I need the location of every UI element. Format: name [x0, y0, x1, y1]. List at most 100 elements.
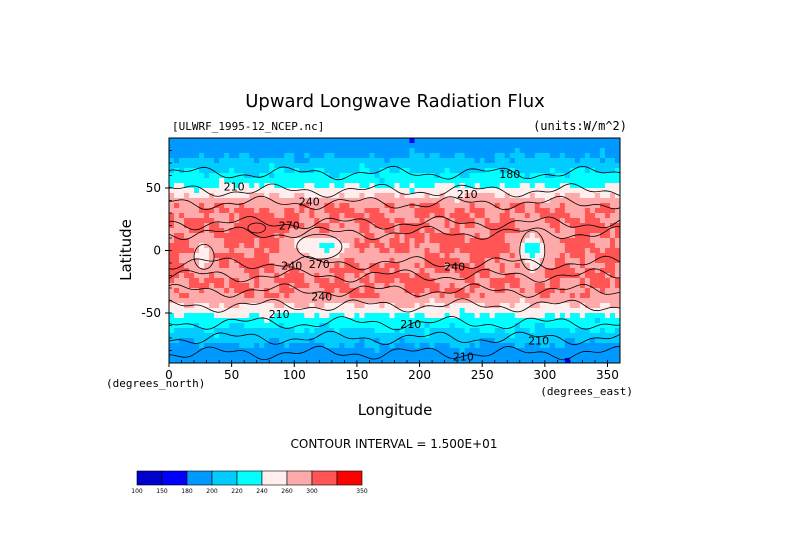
flux-cell — [189, 308, 195, 314]
flux-cell — [314, 223, 320, 229]
flux-cell — [519, 238, 526, 244]
flux-cell — [214, 328, 220, 334]
flux-cell — [374, 243, 380, 249]
flux-cell — [334, 293, 340, 299]
flux-cell — [219, 223, 225, 229]
flux-cell — [229, 283, 235, 289]
flux-cell — [389, 228, 395, 234]
flux-cell — [214, 223, 220, 229]
flux-cell — [509, 213, 516, 219]
flux-cell — [469, 178, 476, 184]
flux-cell — [394, 148, 400, 154]
flux-cell — [369, 148, 375, 154]
flux-cell — [244, 323, 250, 329]
flux-cell — [609, 288, 616, 294]
flux-cell — [544, 213, 551, 219]
flux-cell — [404, 313, 410, 319]
flux-cell — [434, 293, 440, 299]
flux-cell — [459, 243, 466, 249]
flux-cell — [569, 253, 576, 259]
flux-cell — [464, 188, 471, 194]
flux-cell — [544, 328, 551, 334]
flux-cell — [534, 358, 541, 363]
flux-cell — [249, 348, 255, 354]
flux-cell — [489, 313, 496, 319]
flux-cell — [579, 218, 586, 224]
flux-cell — [529, 323, 536, 329]
flux-cell — [534, 233, 541, 239]
flux-cell — [369, 188, 375, 194]
flux-cell — [249, 353, 255, 359]
flux-cell — [199, 353, 205, 359]
flux-cell — [589, 228, 596, 234]
flux-cell — [504, 333, 511, 339]
flux-cell — [179, 238, 185, 244]
flux-cell — [509, 328, 516, 334]
flux-cell — [324, 138, 330, 144]
flux-cell — [549, 203, 556, 209]
flux-cell — [399, 303, 405, 309]
flux-cell — [569, 313, 576, 319]
flux-cell — [219, 318, 225, 324]
flux-cell — [494, 333, 501, 339]
flux-cell — [419, 153, 425, 159]
flux-cell — [334, 163, 340, 169]
flux-cell — [234, 173, 240, 179]
flux-cell — [199, 188, 205, 194]
flux-cell — [184, 328, 190, 334]
flux-cell — [179, 253, 185, 259]
flux-cell — [524, 308, 531, 314]
flux-cell — [289, 273, 295, 279]
flux-cell — [559, 268, 566, 274]
flux-cell — [384, 143, 390, 149]
flux-cell — [364, 238, 370, 244]
y-tick-label: 50 — [146, 181, 161, 195]
flux-cell — [509, 158, 516, 164]
flux-cell — [494, 233, 501, 239]
flux-cell — [449, 278, 456, 284]
flux-cell — [249, 278, 255, 284]
flux-cell — [509, 338, 516, 344]
flux-cell — [459, 228, 466, 234]
flux-cell — [309, 163, 315, 169]
flux-cell — [349, 253, 355, 259]
flux-cell — [284, 178, 290, 184]
flux-cell — [379, 138, 385, 144]
flux-cell — [359, 258, 365, 264]
flux-cell — [239, 328, 245, 334]
flux-cell — [599, 198, 606, 204]
flux-cell — [214, 218, 220, 224]
flux-cell — [574, 323, 581, 329]
flux-cell — [244, 263, 250, 269]
flux-cell — [229, 178, 235, 184]
flux-cell — [204, 283, 210, 289]
flux-cell — [474, 248, 481, 254]
flux-cell — [294, 223, 300, 229]
flux-cell — [219, 353, 225, 359]
flux-cell — [509, 173, 516, 179]
flux-cell — [579, 273, 586, 279]
flux-cell — [559, 358, 566, 363]
flux-cell — [179, 178, 185, 184]
flux-cell — [514, 168, 521, 174]
flux-cell — [329, 183, 335, 189]
flux-cell — [279, 268, 285, 274]
flux-cell — [224, 358, 230, 363]
flux-cell — [239, 208, 245, 214]
flux-cell — [604, 303, 611, 309]
flux-cell — [434, 288, 440, 294]
flux-cell — [574, 178, 581, 184]
flux-cell — [224, 323, 230, 329]
flux-cell — [374, 218, 380, 224]
x-tick-label: 200 — [408, 368, 431, 382]
flux-cell — [459, 268, 466, 274]
flux-cell — [589, 253, 596, 259]
flux-cell — [369, 228, 375, 234]
flux-cell — [229, 323, 235, 329]
flux-cell — [569, 263, 576, 269]
flux-cell — [599, 358, 606, 363]
flux-cell — [284, 228, 290, 234]
flux-cell — [419, 198, 425, 204]
flux-cell — [474, 268, 481, 274]
flux-cell — [439, 158, 446, 164]
